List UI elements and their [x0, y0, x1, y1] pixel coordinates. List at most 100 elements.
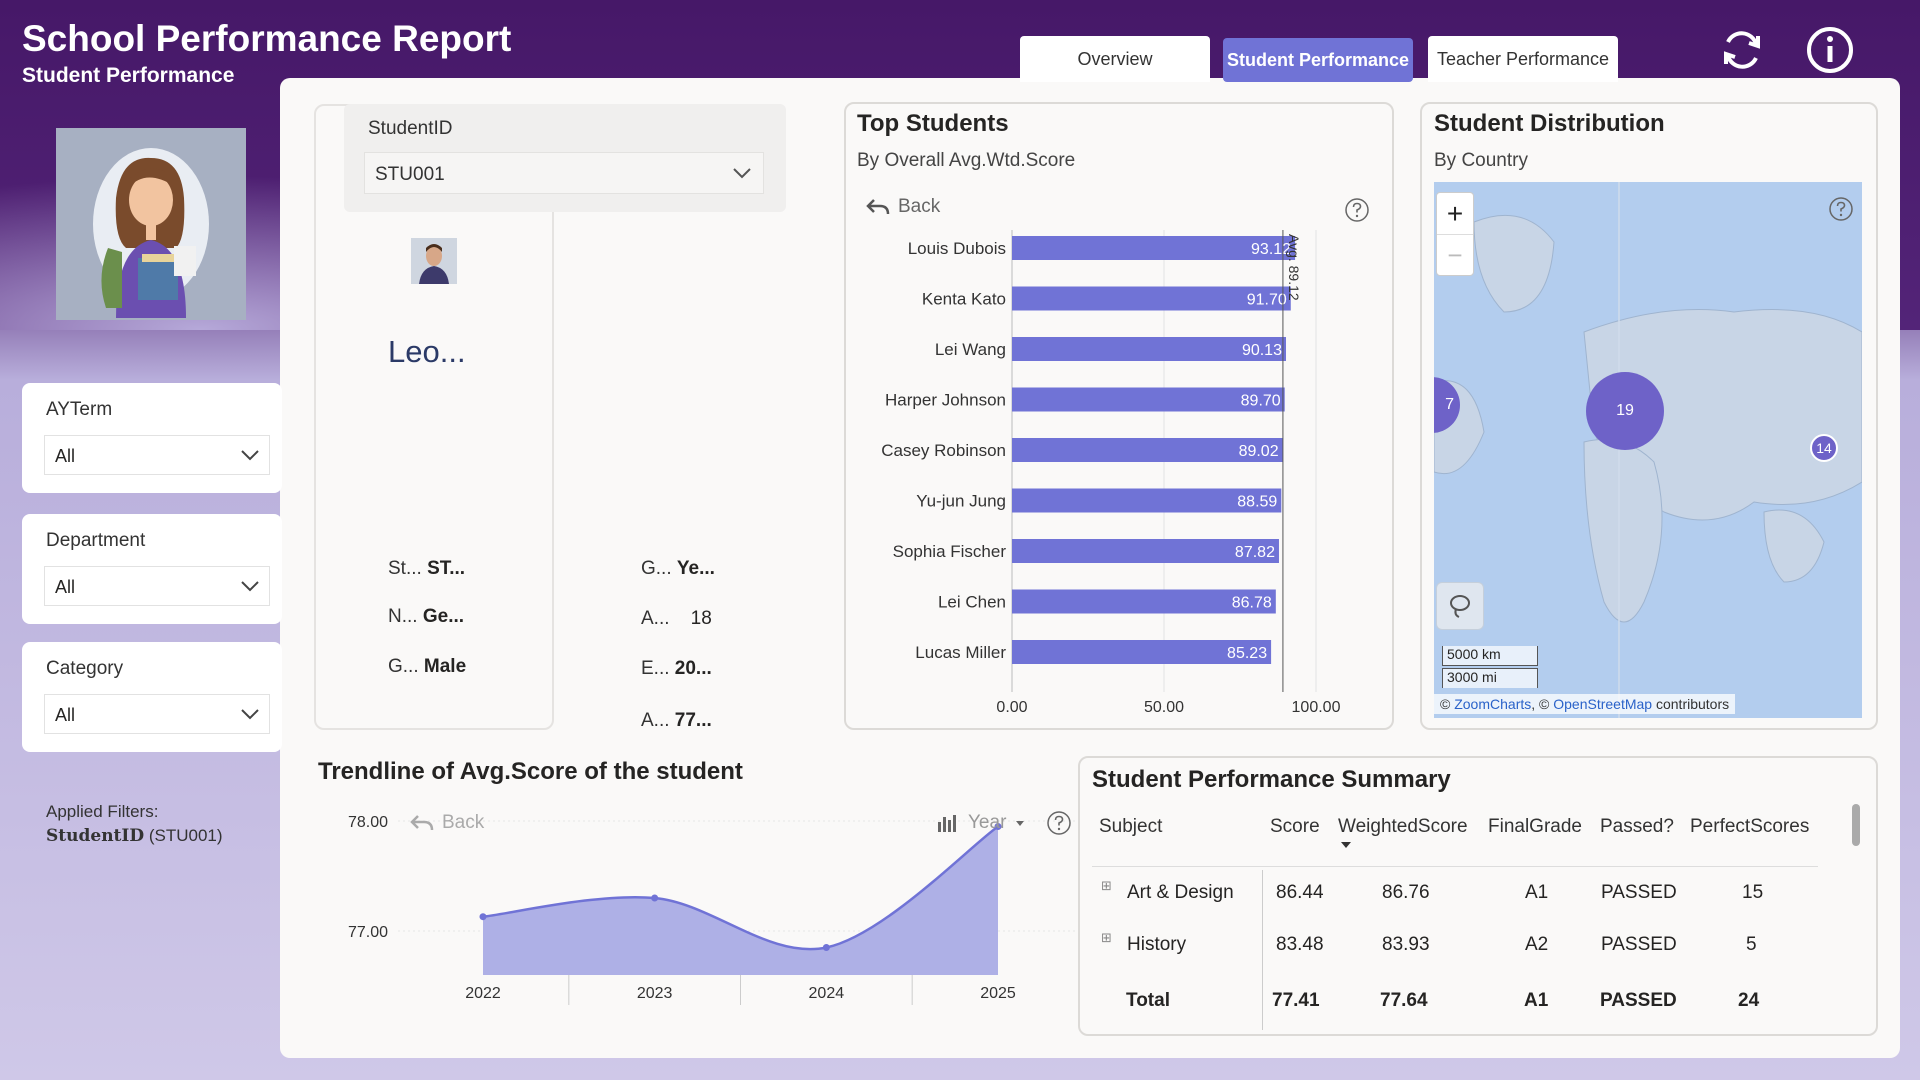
studentid-value: STU001	[375, 164, 445, 185]
student-field: A... 77...	[641, 710, 712, 731]
table-row-perfect: 5	[1746, 934, 1757, 955]
refresh-icon[interactable]	[1716, 24, 1768, 76]
department-value: All	[55, 577, 76, 597]
table-scrollbar[interactable]	[1852, 804, 1860, 846]
ayterm-dropdown[interactable]: All	[44, 435, 270, 475]
department-dropdown[interactable]: All	[44, 566, 270, 606]
table-row-grade: A2	[1525, 934, 1549, 955]
studentid-slicer: StudentID STU001	[344, 104, 786, 212]
applied-filters: Applied Filters: StudentID (STU001)	[46, 800, 223, 848]
student-name: Leo...	[388, 334, 466, 369]
bar[interactable]	[1012, 488, 1282, 513]
student-field: G... Male	[388, 656, 467, 677]
tab-overview[interactable]: Overview	[1020, 36, 1210, 82]
bar[interactable]	[1012, 539, 1279, 563]
studentid-label: StudentID	[368, 118, 453, 139]
student-field: G... Ye...	[641, 558, 715, 579]
chevron-down-icon	[733, 168, 751, 179]
map-attribution: © ZoomCharts, © OpenStreetMap contributo…	[1434, 694, 1736, 714]
tab-teacher-performance[interactable]: Teacher Performance	[1428, 36, 1618, 82]
report-subtitle: Student Performance	[22, 64, 235, 87]
bar-value-label: 90.13	[1242, 342, 1282, 359]
bar-value-label: 89.02	[1239, 443, 1279, 460]
lasso-button[interactable]	[1436, 582, 1484, 630]
bar-category-label: Yu-jun Jung	[916, 492, 1006, 511]
ayterm-value: All	[55, 446, 76, 466]
x-tick-label: 2024	[809, 985, 845, 1002]
data-point[interactable]	[479, 913, 487, 921]
student-avatar	[411, 238, 457, 284]
data-point[interactable]	[651, 894, 659, 902]
student-illustration	[56, 128, 246, 320]
x-tick-label: 2022	[465, 985, 501, 1002]
studentid-dropdown[interactable]: STU001	[364, 152, 764, 194]
bar[interactable]	[1012, 236, 1296, 260]
col-header-finalgrade[interactable]: FinalGrade	[1488, 816, 1582, 837]
map-scale-km: 5000 km	[1442, 646, 1538, 666]
top-students-bar-chart: 0.00 50.00 100.00 Louis Dubois 93.12 Kenta Ka…	[881, 230, 1341, 716]
country-map[interactable]: 19 14 7 + − 5000 km 3000 mi © ZoomCharts…	[1434, 182, 1862, 718]
sort-desc-icon	[1341, 842, 1351, 848]
student-field: E... 20...	[641, 658, 712, 679]
bar[interactable]	[1012, 640, 1272, 664]
table-total-weighted: 77.64	[1380, 990, 1428, 1011]
bar[interactable]	[1012, 589, 1276, 614]
back-arrow-icon	[410, 815, 434, 831]
bar-value-label: 91.70	[1247, 292, 1287, 309]
table-divider	[1092, 866, 1818, 867]
map-cluster[interactable]: 19	[1586, 372, 1664, 450]
expand-icon[interactable]: ⊞	[1101, 878, 1112, 893]
openstreetmap-link[interactable]: OpenStreetMap	[1553, 696, 1653, 712]
category-slicer: Category All	[22, 642, 282, 752]
data-point[interactable]	[822, 944, 830, 951]
bar-category-label: Lei Wang	[935, 340, 1006, 359]
table-total-passed: PASSED	[1600, 990, 1677, 1011]
x-tick-label: 50.00	[1144, 699, 1184, 716]
col-header-weightedscore[interactable]: WeightedScore	[1338, 816, 1468, 837]
bar[interactable]	[1012, 387, 1285, 412]
trend-back-button[interactable]: Back	[410, 812, 484, 834]
col-header-perfectscores[interactable]: PerfectScores	[1690, 816, 1810, 837]
table-total-score: 77.41	[1272, 990, 1320, 1011]
applied-filters-label: Applied Filters:	[46, 802, 159, 821]
table-row-passed: PASSED	[1601, 934, 1677, 955]
bar-category-label: Lucas Miller	[915, 643, 1006, 662]
zoom-in-button[interactable]: +	[1437, 193, 1473, 235]
department-label: Department	[46, 530, 146, 551]
student-field: A... 18	[641, 608, 712, 629]
map-cluster[interactable]: 14	[1810, 434, 1838, 462]
expand-icon[interactable]: ⊞	[1101, 930, 1112, 945]
col-header-subject[interactable]: Subject	[1099, 816, 1163, 837]
col-header-score[interactable]: Score	[1270, 816, 1320, 837]
help-icon[interactable]	[1046, 810, 1072, 836]
chevron-down-icon	[241, 581, 259, 592]
bar-value-label: 93.12	[1251, 241, 1291, 258]
zoom-out-button[interactable]: −	[1447, 239, 1463, 270]
tab-student-performance[interactable]: Student Performance	[1223, 38, 1413, 82]
top-students-back-button[interactable]: Back	[866, 196, 940, 218]
bar-category-label: Sophia Fischer	[893, 542, 1007, 561]
report-title: School Performance Report	[22, 18, 512, 59]
help-icon[interactable]	[1344, 197, 1370, 223]
category-dropdown[interactable]: All	[44, 694, 270, 734]
table-total-perfect: 24	[1738, 990, 1760, 1011]
bar[interactable]	[1012, 337, 1286, 361]
ayterm-label: AYTerm	[46, 399, 113, 420]
col-header-passed[interactable]: Passed?	[1600, 816, 1674, 837]
ayterm-slicer: AYTerm All	[22, 383, 282, 493]
year-drill-button[interactable]: Year	[936, 812, 1026, 834]
zoomcharts-link[interactable]: ZoomCharts	[1454, 696, 1532, 712]
data-point[interactable]	[994, 823, 1002, 830]
bar-value-label: 87.82	[1235, 544, 1275, 561]
y-tick-label: 77.00	[348, 924, 388, 941]
caret-down-icon	[1016, 821, 1025, 826]
table-row-grade: A1	[1525, 882, 1549, 903]
bar[interactable]	[1012, 286, 1291, 311]
help-icon[interactable]	[1828, 196, 1854, 222]
student-field: St... ST...	[388, 558, 466, 579]
table-row-weighted: 86.76	[1382, 882, 1430, 903]
info-icon[interactable]	[1804, 24, 1856, 76]
top-students-title: Top Students	[857, 110, 1009, 137]
bar[interactable]	[1012, 438, 1283, 462]
table-column-divider	[1262, 870, 1263, 1030]
